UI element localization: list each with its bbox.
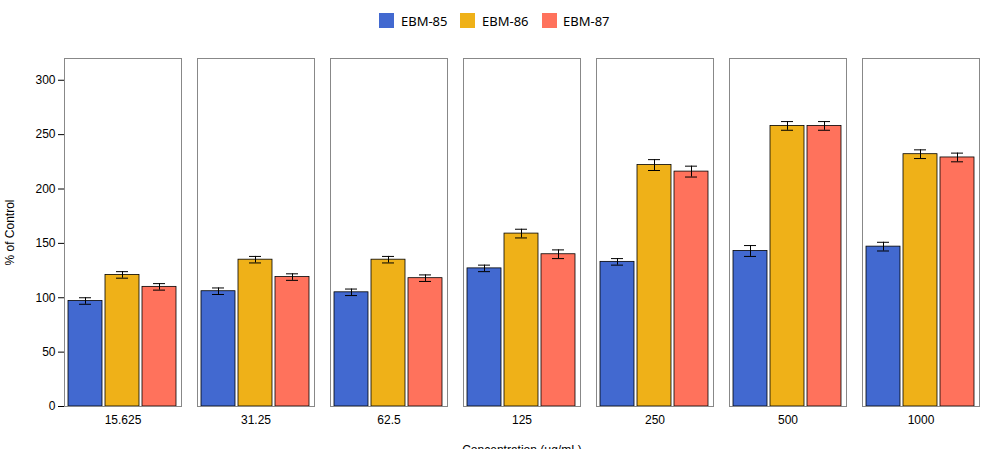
svg-text:100: 100 bbox=[35, 290, 55, 304]
svg-text:250: 250 bbox=[645, 413, 665, 427]
svg-text:% of Control: % of Control bbox=[3, 199, 17, 265]
svg-text:200: 200 bbox=[35, 181, 55, 195]
svg-text:0: 0 bbox=[49, 399, 56, 413]
svg-text:15.625: 15.625 bbox=[105, 413, 142, 427]
svg-text:150: 150 bbox=[35, 236, 55, 250]
svg-text:1000: 1000 bbox=[908, 413, 935, 427]
svg-text:125: 125 bbox=[512, 413, 532, 427]
svg-text:250: 250 bbox=[35, 127, 55, 141]
svg-text:Concentration (μg/mL): Concentration (μg/mL) bbox=[462, 442, 582, 449]
svg-text:62.5: 62.5 bbox=[377, 413, 401, 427]
html-text:EBM-87: EBM-87 bbox=[563, 11, 610, 30]
svg-text:300: 300 bbox=[35, 73, 55, 87]
html-text:EBM-86: EBM-86 bbox=[482, 11, 529, 30]
svg-text:500: 500 bbox=[778, 413, 798, 427]
html-text:EBM-85: EBM-85 bbox=[401, 11, 448, 30]
svg-text:50: 50 bbox=[42, 344, 56, 358]
svg-text:31.25: 31.25 bbox=[241, 413, 271, 427]
